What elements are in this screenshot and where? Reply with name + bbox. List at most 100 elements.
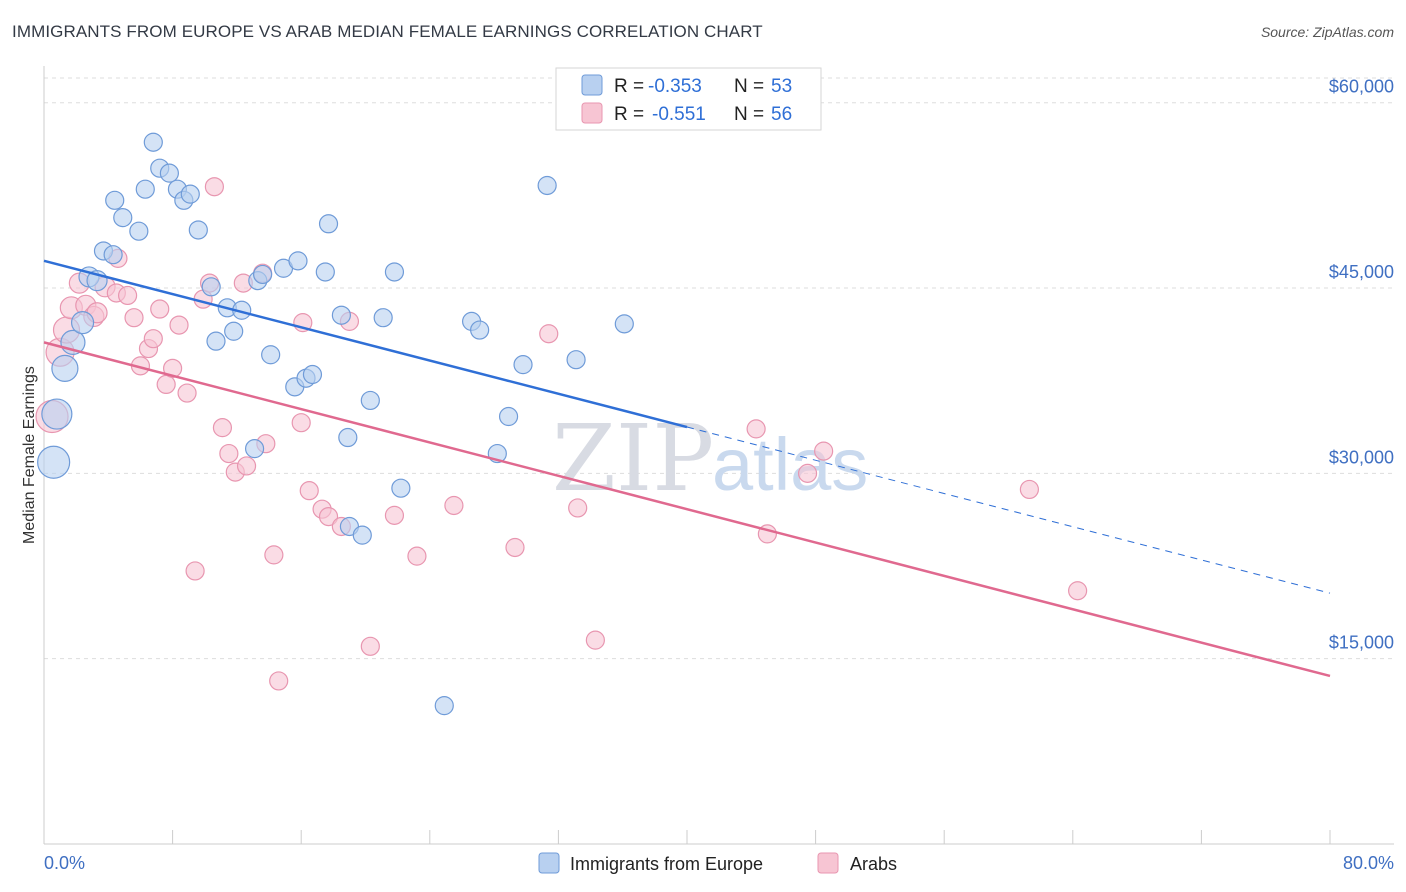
point-immigrants-from-europe <box>180 184 200 204</box>
point-immigrants-from-europe <box>70 311 95 335</box>
legend-n-value-2: 56 <box>771 104 792 125</box>
point-immigrants-from-europe <box>159 163 179 183</box>
point-arabs <box>177 383 197 403</box>
point-arabs <box>236 456 257 476</box>
point-arabs <box>156 374 176 394</box>
point-arabs <box>117 285 138 306</box>
point-immigrants-from-europe <box>352 525 372 545</box>
y-tick-label: $45,000 <box>1329 262 1394 282</box>
point-immigrants-from-europe <box>113 208 133 228</box>
point-arabs <box>814 441 834 461</box>
point-immigrants-from-europe <box>614 314 634 334</box>
legend-swatch-blue <box>581 74 603 96</box>
point-immigrants-from-europe <box>498 406 519 427</box>
series-legend: Immigrants from Europe Arabs <box>538 852 897 874</box>
point-immigrants-from-europe <box>338 427 358 448</box>
data-points <box>35 132 1088 716</box>
trend-line-arabs <box>43 341 1331 678</box>
point-immigrants-from-europe <box>253 264 273 285</box>
point-arabs <box>150 299 170 319</box>
point-immigrants-from-europe <box>302 364 323 385</box>
legend-r-label-1: R = <box>614 76 644 97</box>
trend-line-europe <box>43 259 688 429</box>
y-axis-label: Median Female Earnings <box>21 366 38 544</box>
point-immigrants-from-europe <box>103 245 123 265</box>
watermark-atlas: atlas <box>712 423 868 506</box>
series-legend-swatch-europe <box>538 852 560 874</box>
point-arabs <box>539 324 559 344</box>
point-immigrants-from-europe <box>566 350 586 370</box>
legend-r-value-1: -0.353 <box>648 76 702 97</box>
point-immigrants-from-europe <box>537 175 557 196</box>
point-arabs <box>746 419 766 439</box>
trend-lines <box>43 259 1331 678</box>
point-immigrants-from-europe <box>41 398 73 430</box>
y-tick-label: $15,000 <box>1329 633 1394 653</box>
point-arabs <box>407 546 427 566</box>
point-immigrants-from-europe <box>391 478 411 498</box>
legend-n-label-1: N = <box>734 76 764 97</box>
point-immigrants-from-europe <box>384 262 405 282</box>
point-arabs <box>219 443 239 464</box>
point-arabs <box>318 506 339 527</box>
point-arabs <box>797 463 818 483</box>
point-immigrants-from-europe <box>315 262 335 282</box>
point-arabs <box>1068 581 1088 601</box>
point-arabs <box>568 498 588 518</box>
point-immigrants-from-europe <box>206 331 226 351</box>
point-immigrants-from-europe <box>470 320 490 340</box>
y-tick-labels: $15,000 $30,000 $45,000 $60,000 <box>1329 77 1394 653</box>
point-immigrants-from-europe <box>318 214 339 234</box>
point-immigrants-from-europe <box>331 305 351 325</box>
point-arabs <box>585 630 605 650</box>
point-immigrants-from-europe <box>51 354 79 382</box>
series-legend-europe: Immigrants from Europe <box>570 854 763 874</box>
point-arabs <box>163 358 183 378</box>
point-immigrants-from-europe <box>513 355 533 375</box>
point-immigrants-from-europe <box>288 251 308 271</box>
point-immigrants-from-europe <box>105 190 125 210</box>
point-arabs <box>185 561 205 581</box>
point-immigrants-from-europe <box>37 445 71 479</box>
series-legend-arabs: Arabs <box>850 854 897 874</box>
point-immigrants-from-europe <box>143 132 163 152</box>
point-arabs <box>212 418 233 438</box>
point-immigrants-from-europe <box>129 221 149 241</box>
x-tick-label-min: 0.0% <box>44 853 85 873</box>
series-legend-swatch-arabs <box>817 852 839 874</box>
correlation-legend: R = -0.353 N = 53 R = -0.551 N = 56 <box>555 67 822 131</box>
point-arabs <box>384 505 405 525</box>
chart-source: Source: ZipAtlas.com <box>1260 24 1394 40</box>
point-arabs <box>291 413 311 433</box>
point-arabs <box>360 636 380 656</box>
point-arabs <box>444 495 464 516</box>
x-tick-label-max: 80.0% <box>1343 853 1394 873</box>
point-immigrants-from-europe <box>244 439 265 459</box>
point-immigrants-from-europe <box>261 345 281 365</box>
point-arabs <box>143 329 163 349</box>
point-immigrants-from-europe <box>434 696 454 716</box>
legend-n-label-2: N = <box>734 104 764 125</box>
point-immigrants-from-europe <box>360 390 380 411</box>
point-immigrants-from-europe <box>201 277 221 297</box>
gridlines <box>44 77 1394 660</box>
legend-swatch-pink <box>581 102 603 124</box>
point-arabs <box>264 545 284 565</box>
point-arabs <box>505 537 525 558</box>
y-tick-label: $60,000 <box>1329 77 1394 97</box>
point-arabs <box>204 177 224 197</box>
point-immigrants-from-europe <box>135 179 155 199</box>
point-arabs <box>299 481 319 501</box>
legend-r-value-2: -0.551 <box>652 104 706 125</box>
legend-n-value-1: 53 <box>771 76 792 97</box>
point-arabs <box>169 315 189 335</box>
point-arabs <box>269 671 289 691</box>
trend-line-europe-extrapolated <box>686 426 1331 594</box>
point-arabs <box>124 308 144 328</box>
chart-title: IMMIGRANTS FROM EUROPE VS ARAB MEDIAN FE… <box>12 22 763 41</box>
point-immigrants-from-europe <box>373 308 393 328</box>
y-tick-label: $30,000 <box>1329 447 1394 467</box>
point-arabs <box>1019 479 1039 500</box>
point-immigrants-from-europe <box>188 220 208 240</box>
